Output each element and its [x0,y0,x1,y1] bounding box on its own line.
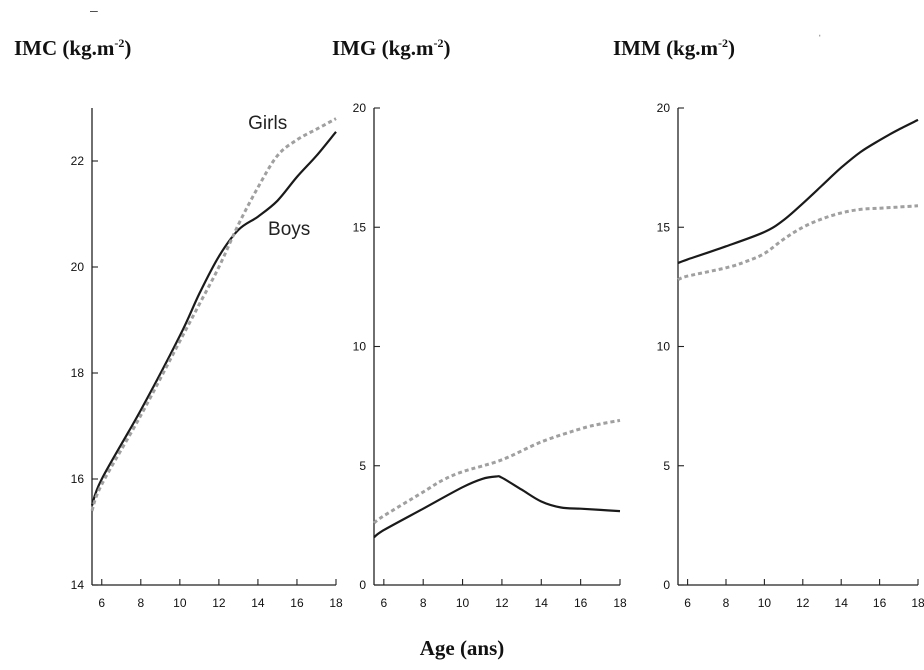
panel-3-series-boys-line [677,118,919,265]
panel-2-x-tick-label: 16 [574,596,588,610]
panel-1-x-tick-label: 16 [290,596,304,610]
panel-1-x-tick-label: 10 [173,596,187,610]
panel-3-x-tick-label: 14 [835,596,849,610]
panel-3-y-tick-label: 15 [657,220,671,234]
panel-1-series-boys-line [90,131,337,506]
panel-1-x-tick-label: 6 [98,596,105,610]
panel-1-y-tick-label: 20 [71,260,85,274]
panel-2-series-boys-line [373,475,621,539]
panel-1-x-tick-label: 14 [251,596,265,610]
x-axis-label: Age (ans) [419,636,505,660]
panel-1-annotation-girls: Girls [248,113,287,134]
panel-3-x-tick-label: 16 [873,596,887,610]
panel-1-annotation-boys: Boys [268,219,310,240]
panel-2-x-tick-label: 12 [495,596,509,610]
panel-2-series-girls-line [373,418,621,525]
panel-3-x-tick-label: 6 [684,596,691,610]
panel-3-x-tick-label: 12 [796,596,810,610]
panel-1-x-tick-label: 18 [329,596,343,610]
stray-mark-tick: ˈ [818,34,822,46]
panel-2-x-tick-label: 8 [420,596,427,610]
panel-1-y-tick-label: 22 [71,154,85,168]
panel-2-x-tick-label: 18 [613,596,627,610]
panel-1-x-tick-label: 12 [212,596,226,610]
panel-3-y-tick-label: 5 [663,459,670,473]
panel-2-x-tick-label: 14 [535,596,549,610]
panel-2-y-tick-label: 10 [353,340,367,354]
panel-3-y-tick-label: 10 [657,340,671,354]
panel-3-y-tick-label: 0 [663,578,670,592]
panel-title-imm: IMM (kg.m-2) [613,36,735,60]
panel-2-y-tick-label: 20 [353,101,367,115]
panel-2-x-tick-label: 6 [380,596,387,610]
panel-3-x-tick-label: 10 [758,596,772,610]
panel-1-y-tick-label: 14 [71,578,85,592]
panel-3-x-tick-label: 18 [911,596,924,610]
panel-2-y-tick-label: 5 [359,459,366,473]
panel-title-imc: IMC (kg.m-2) [14,36,132,60]
panel-1-series-girls-line [90,117,337,512]
panel-2-y-tick-label: 0 [359,578,366,592]
panel-2-y-tick-label: 15 [353,220,367,234]
panel-1-y-tick-label: 16 [71,472,85,486]
panel-1-y-tick-label: 18 [71,366,85,380]
panel-3-series-girls-line [677,204,919,282]
panel-2-x-tick-label: 10 [456,596,470,610]
panel-1-x-tick-label: 8 [137,596,144,610]
panel-3-y-tick-label: 20 [657,101,671,115]
panel-3-x-tick-label: 8 [723,596,730,610]
stray-mark-dash: – [90,2,98,18]
panel-title-img: IMG (kg.m-2) [332,36,451,60]
